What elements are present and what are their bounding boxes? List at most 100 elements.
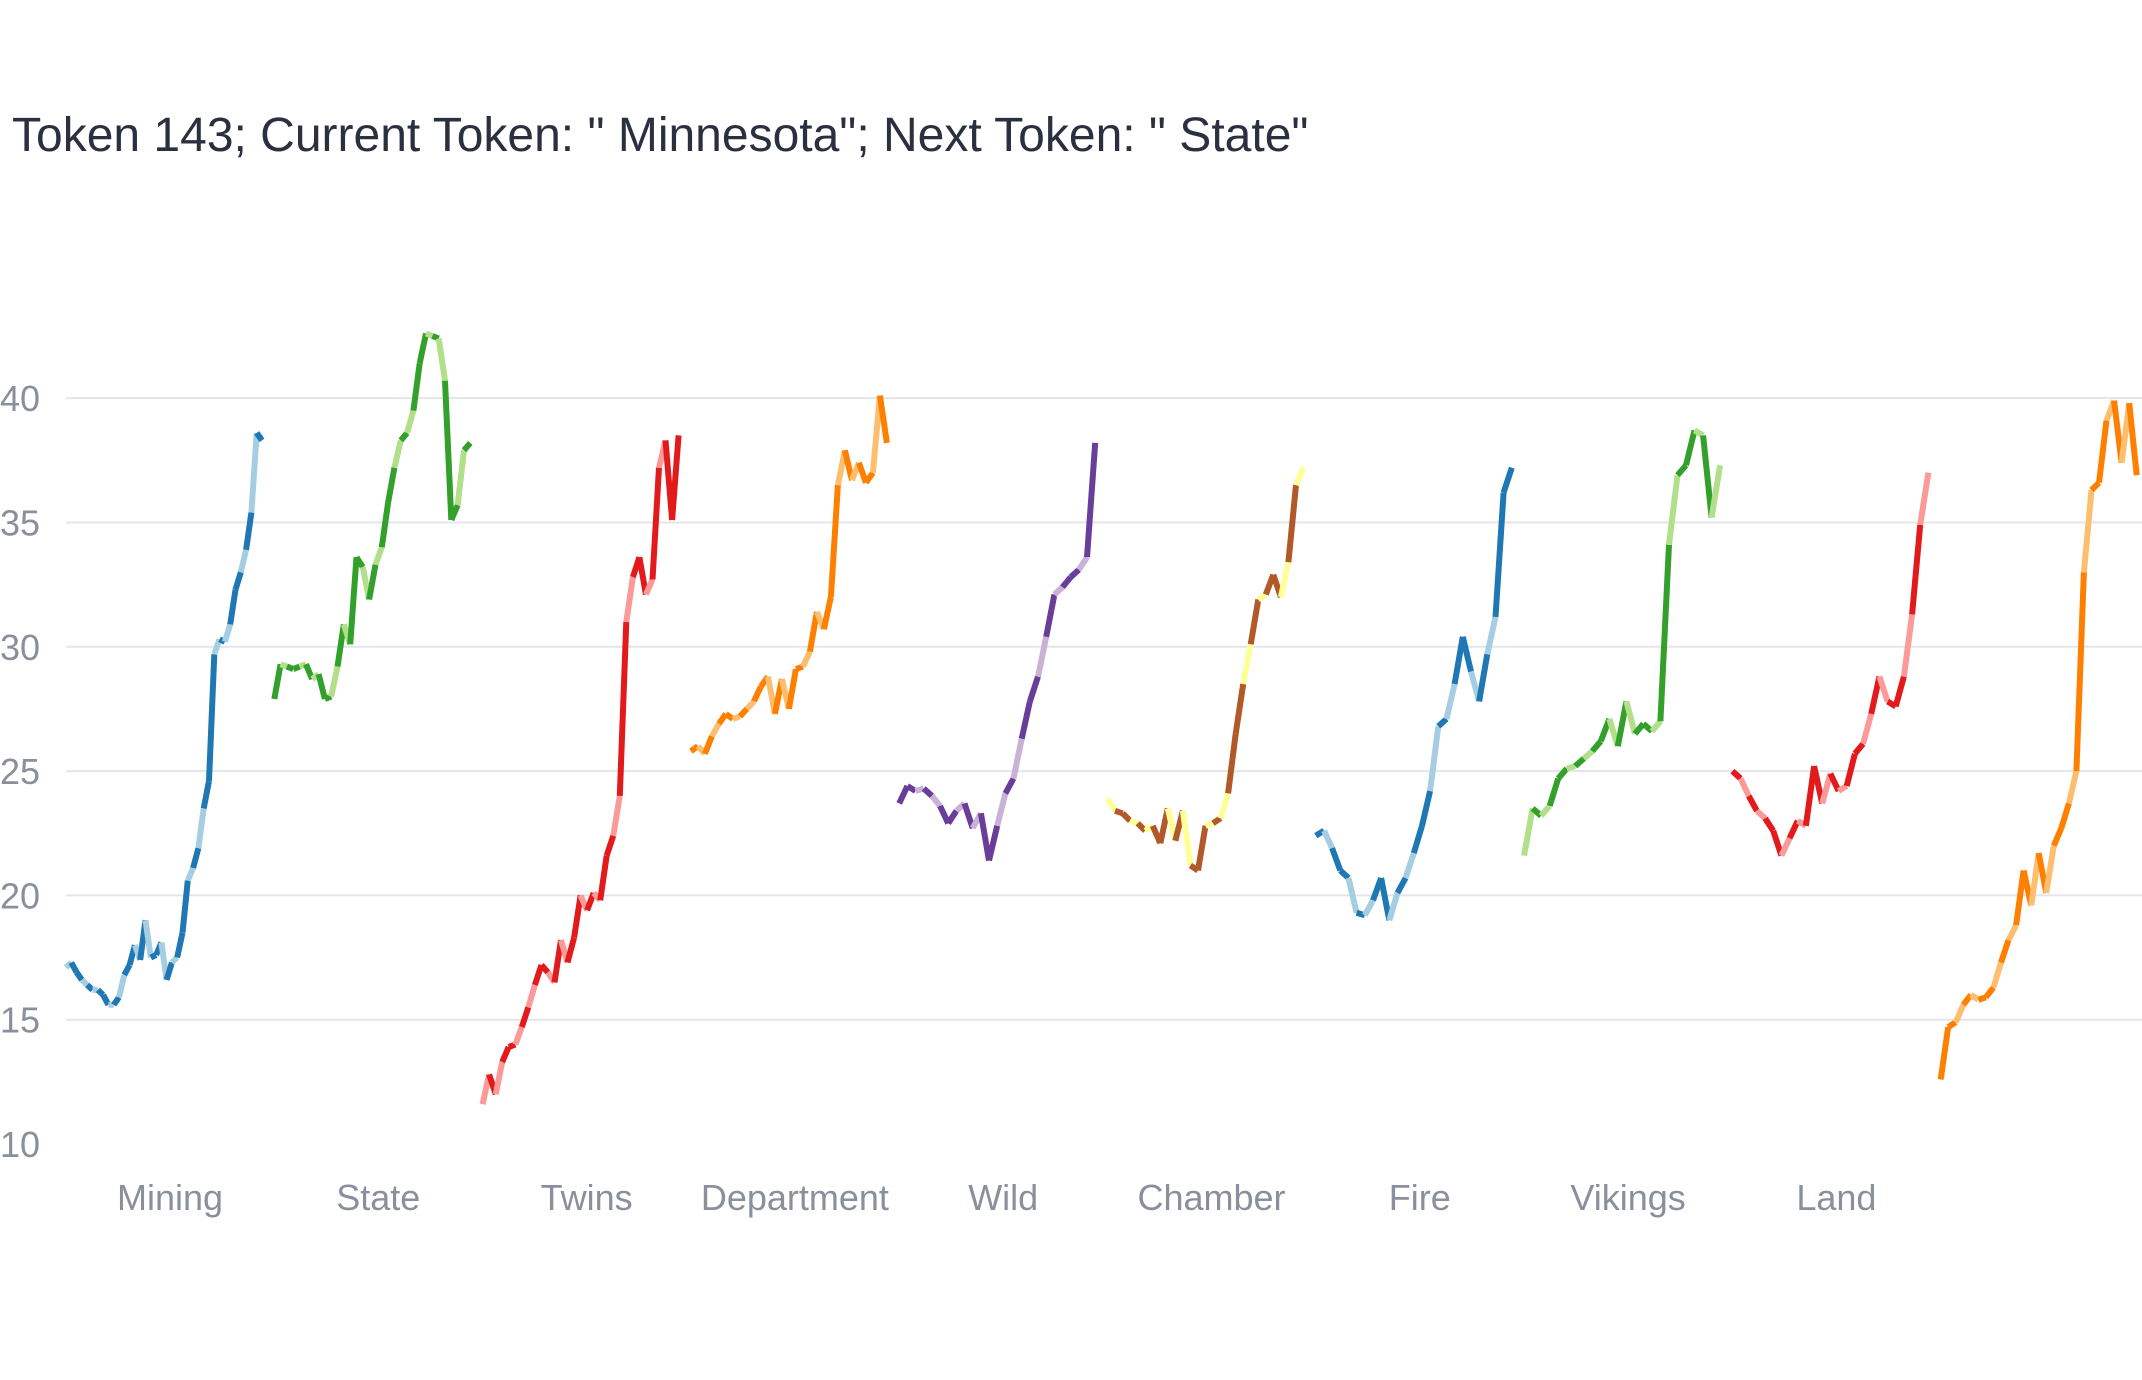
series-segment xyxy=(649,467,662,580)
series-segment xyxy=(347,556,360,645)
series-segment xyxy=(1843,752,1858,787)
series-segment xyxy=(1538,803,1552,818)
series-segment xyxy=(1969,992,1981,1003)
series-segment xyxy=(945,809,959,825)
series-segment xyxy=(1043,593,1058,638)
series-segment xyxy=(416,332,429,364)
series-segment xyxy=(1492,492,1507,618)
series-segment xyxy=(1700,435,1715,518)
series-segment xyxy=(499,1045,512,1064)
series-segment xyxy=(2073,572,2087,772)
series-segment xyxy=(731,713,741,722)
series-segment xyxy=(68,961,80,974)
series-segment xyxy=(1362,898,1376,917)
series-segment xyxy=(603,834,617,857)
series-segment xyxy=(896,784,911,805)
series-segment xyxy=(1730,768,1743,781)
series-segment xyxy=(2013,870,2027,926)
series-segment xyxy=(285,663,295,672)
series-segment xyxy=(1451,636,1466,685)
series-segment xyxy=(1179,810,1194,866)
series-segment xyxy=(1786,819,1801,840)
y-tick-label: 20 xyxy=(0,875,40,916)
series-segment xyxy=(461,440,473,453)
series-segment xyxy=(914,785,925,794)
series-line xyxy=(689,395,890,756)
series-segment xyxy=(1977,994,1987,1003)
series-segment xyxy=(1129,817,1139,827)
series-segment xyxy=(2005,923,2019,942)
series-segment xyxy=(1900,614,1916,677)
series-segment xyxy=(195,808,207,849)
series-segment xyxy=(1338,868,1351,881)
series-segment xyxy=(744,699,757,711)
series-segment xyxy=(1860,713,1875,745)
series-segment xyxy=(1649,719,1663,734)
x-tick-label: Mining xyxy=(117,1177,223,1218)
series-segment xyxy=(142,919,154,958)
series-segment xyxy=(1852,741,1866,756)
series-segment xyxy=(149,952,158,961)
x-tick-label: Vikings xyxy=(1570,1177,1685,1218)
series-segment xyxy=(1068,567,1081,580)
series-segment xyxy=(2065,770,2080,805)
series-segment xyxy=(1010,738,1025,780)
series-segment xyxy=(1917,472,1932,526)
series-segment xyxy=(1225,733,1239,794)
series-segment xyxy=(100,993,112,1007)
y-tick-label: 35 xyxy=(0,502,40,543)
series-segment xyxy=(174,932,186,959)
series-segment xyxy=(1837,783,1849,794)
series-segment xyxy=(424,330,434,339)
series-segment xyxy=(961,802,976,830)
series-segment xyxy=(279,661,288,670)
x-tick-label: Fire xyxy=(1389,1177,1451,1218)
series-segment xyxy=(1623,700,1638,735)
series-segment xyxy=(1762,816,1776,833)
series-segment xyxy=(1692,427,1705,438)
series-segment xyxy=(702,735,715,755)
series-segment xyxy=(1983,985,1996,1000)
series-segment xyxy=(2051,827,2065,847)
series-segment xyxy=(1666,474,1681,546)
series-segment xyxy=(1018,700,1033,740)
chart-title: Token 143; Current Token: " Minnesota"; … xyxy=(12,109,1309,162)
series-segment xyxy=(623,576,636,623)
series-segment xyxy=(1476,653,1491,702)
series-segment xyxy=(518,1006,532,1029)
series-segment xyxy=(2080,489,2095,573)
series-segment xyxy=(1737,777,1752,798)
series-segment xyxy=(1573,756,1586,769)
series-segment xyxy=(1052,584,1065,597)
series-segment xyxy=(827,484,841,598)
series-segment xyxy=(1419,790,1434,827)
series-segment xyxy=(1892,675,1907,708)
series-segment xyxy=(79,977,90,988)
series-segment xyxy=(921,786,934,799)
series-segment xyxy=(2043,845,2057,894)
x-tick-label: Department xyxy=(701,1177,889,1218)
series-segment xyxy=(1675,463,1689,478)
series-segment xyxy=(74,970,85,982)
series-segment xyxy=(1868,675,1883,715)
series-segment xyxy=(551,939,564,983)
x-tick-label: State xyxy=(336,1177,420,1218)
series-segment xyxy=(1581,748,1595,761)
series-segment xyxy=(111,995,122,1007)
series-segment xyxy=(806,611,820,653)
series-segment xyxy=(929,794,943,808)
series-segment xyxy=(1909,524,1924,615)
series-segment xyxy=(1355,909,1366,919)
series-segment xyxy=(1076,555,1090,572)
gridlines xyxy=(66,397,2142,1021)
series-segment xyxy=(1211,815,1223,826)
series-segment xyxy=(391,439,404,469)
series-segment xyxy=(643,578,656,596)
series-segment xyxy=(1195,825,1209,871)
series-segment xyxy=(689,743,700,754)
series-segment xyxy=(1802,765,1818,827)
series-segment xyxy=(1427,725,1442,792)
series-segment xyxy=(237,549,250,573)
series-segment xyxy=(1827,772,1842,793)
